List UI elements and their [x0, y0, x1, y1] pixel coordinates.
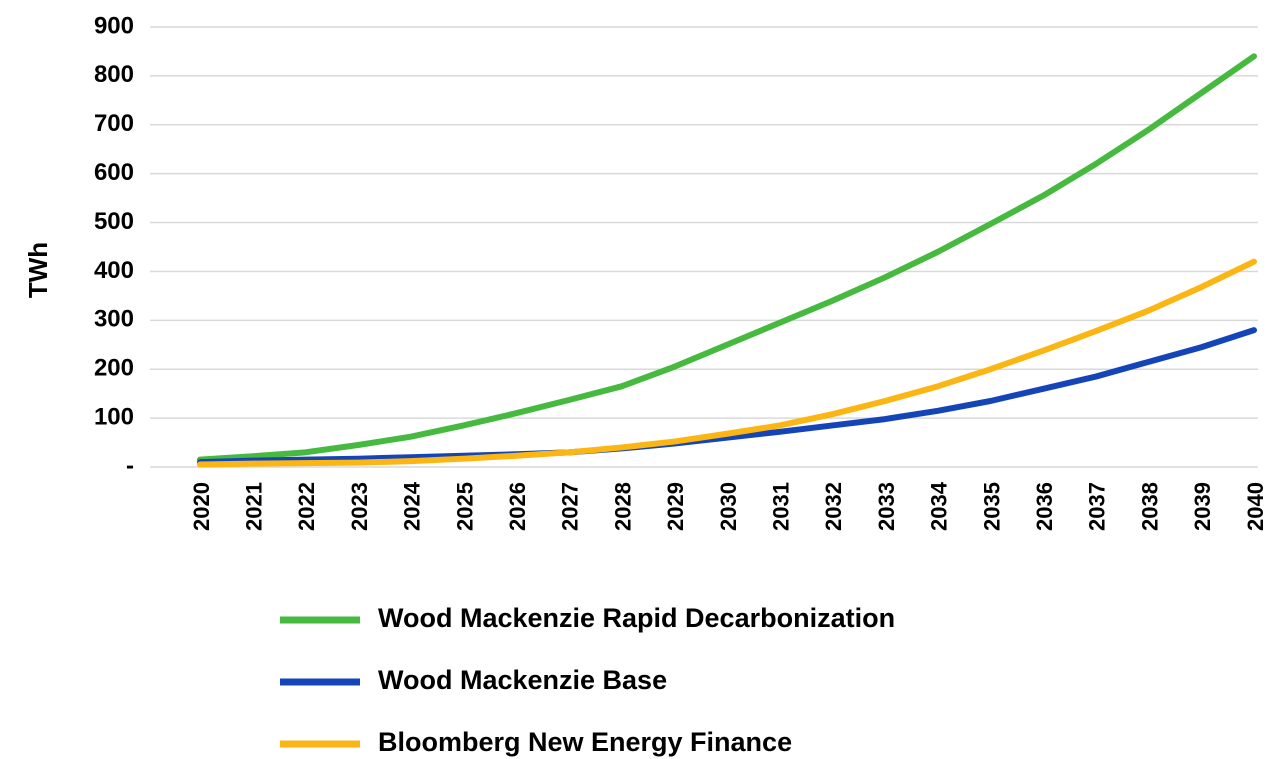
x-tick-label: 2036: [1032, 482, 1057, 531]
legend-label: Bloomberg New Energy Finance: [378, 727, 792, 757]
y-axis-label: TWh: [23, 242, 53, 298]
x-tick-label: 2025: [452, 482, 477, 531]
y-tick-label: 900: [94, 12, 134, 39]
y-tick-label: -: [126, 452, 134, 479]
x-tick-label: 2037: [1085, 482, 1110, 531]
y-tick-label: 600: [94, 159, 134, 186]
legend-label: Wood Mackenzie Rapid Decarbonization: [378, 603, 895, 633]
y-tick-label: 300: [94, 306, 134, 333]
y-tick-label: 700: [94, 110, 134, 137]
x-tick-label: 2038: [1137, 482, 1162, 531]
x-tick-label: 2028: [610, 482, 635, 531]
y-tick-label: 200: [94, 355, 134, 382]
x-tick-label: 2040: [1243, 482, 1268, 531]
series-line: [197, 258, 1257, 468]
y-tick-label: 500: [94, 208, 134, 235]
x-tick-label: 2039: [1190, 482, 1215, 531]
x-tick-label: 2027: [558, 482, 583, 531]
x-tick-label: 2029: [663, 482, 688, 531]
series-line: [197, 53, 1257, 463]
x-tick-label: 2030: [716, 482, 741, 531]
y-tick-label: 100: [94, 403, 134, 430]
x-tick-label: 2033: [874, 482, 899, 531]
x-tick-label: 2034: [927, 481, 952, 531]
x-tick-label: 2026: [505, 482, 530, 531]
y-tick-label: 800: [94, 61, 134, 88]
y-tick-label: 400: [94, 257, 134, 284]
x-tick-label: 2035: [979, 482, 1004, 531]
x-tick-label: 2032: [821, 482, 846, 531]
series-line: [197, 327, 1257, 466]
x-tick-label: 2021: [242, 482, 267, 531]
x-tick-label: 2023: [347, 482, 372, 531]
x-tick-label: 2031: [769, 482, 794, 531]
x-tick-label: 2022: [294, 482, 319, 531]
x-tick-label: 2020: [189, 482, 214, 531]
x-tick-label: 2024: [400, 481, 425, 531]
legend-label: Wood Mackenzie Base: [378, 665, 667, 695]
